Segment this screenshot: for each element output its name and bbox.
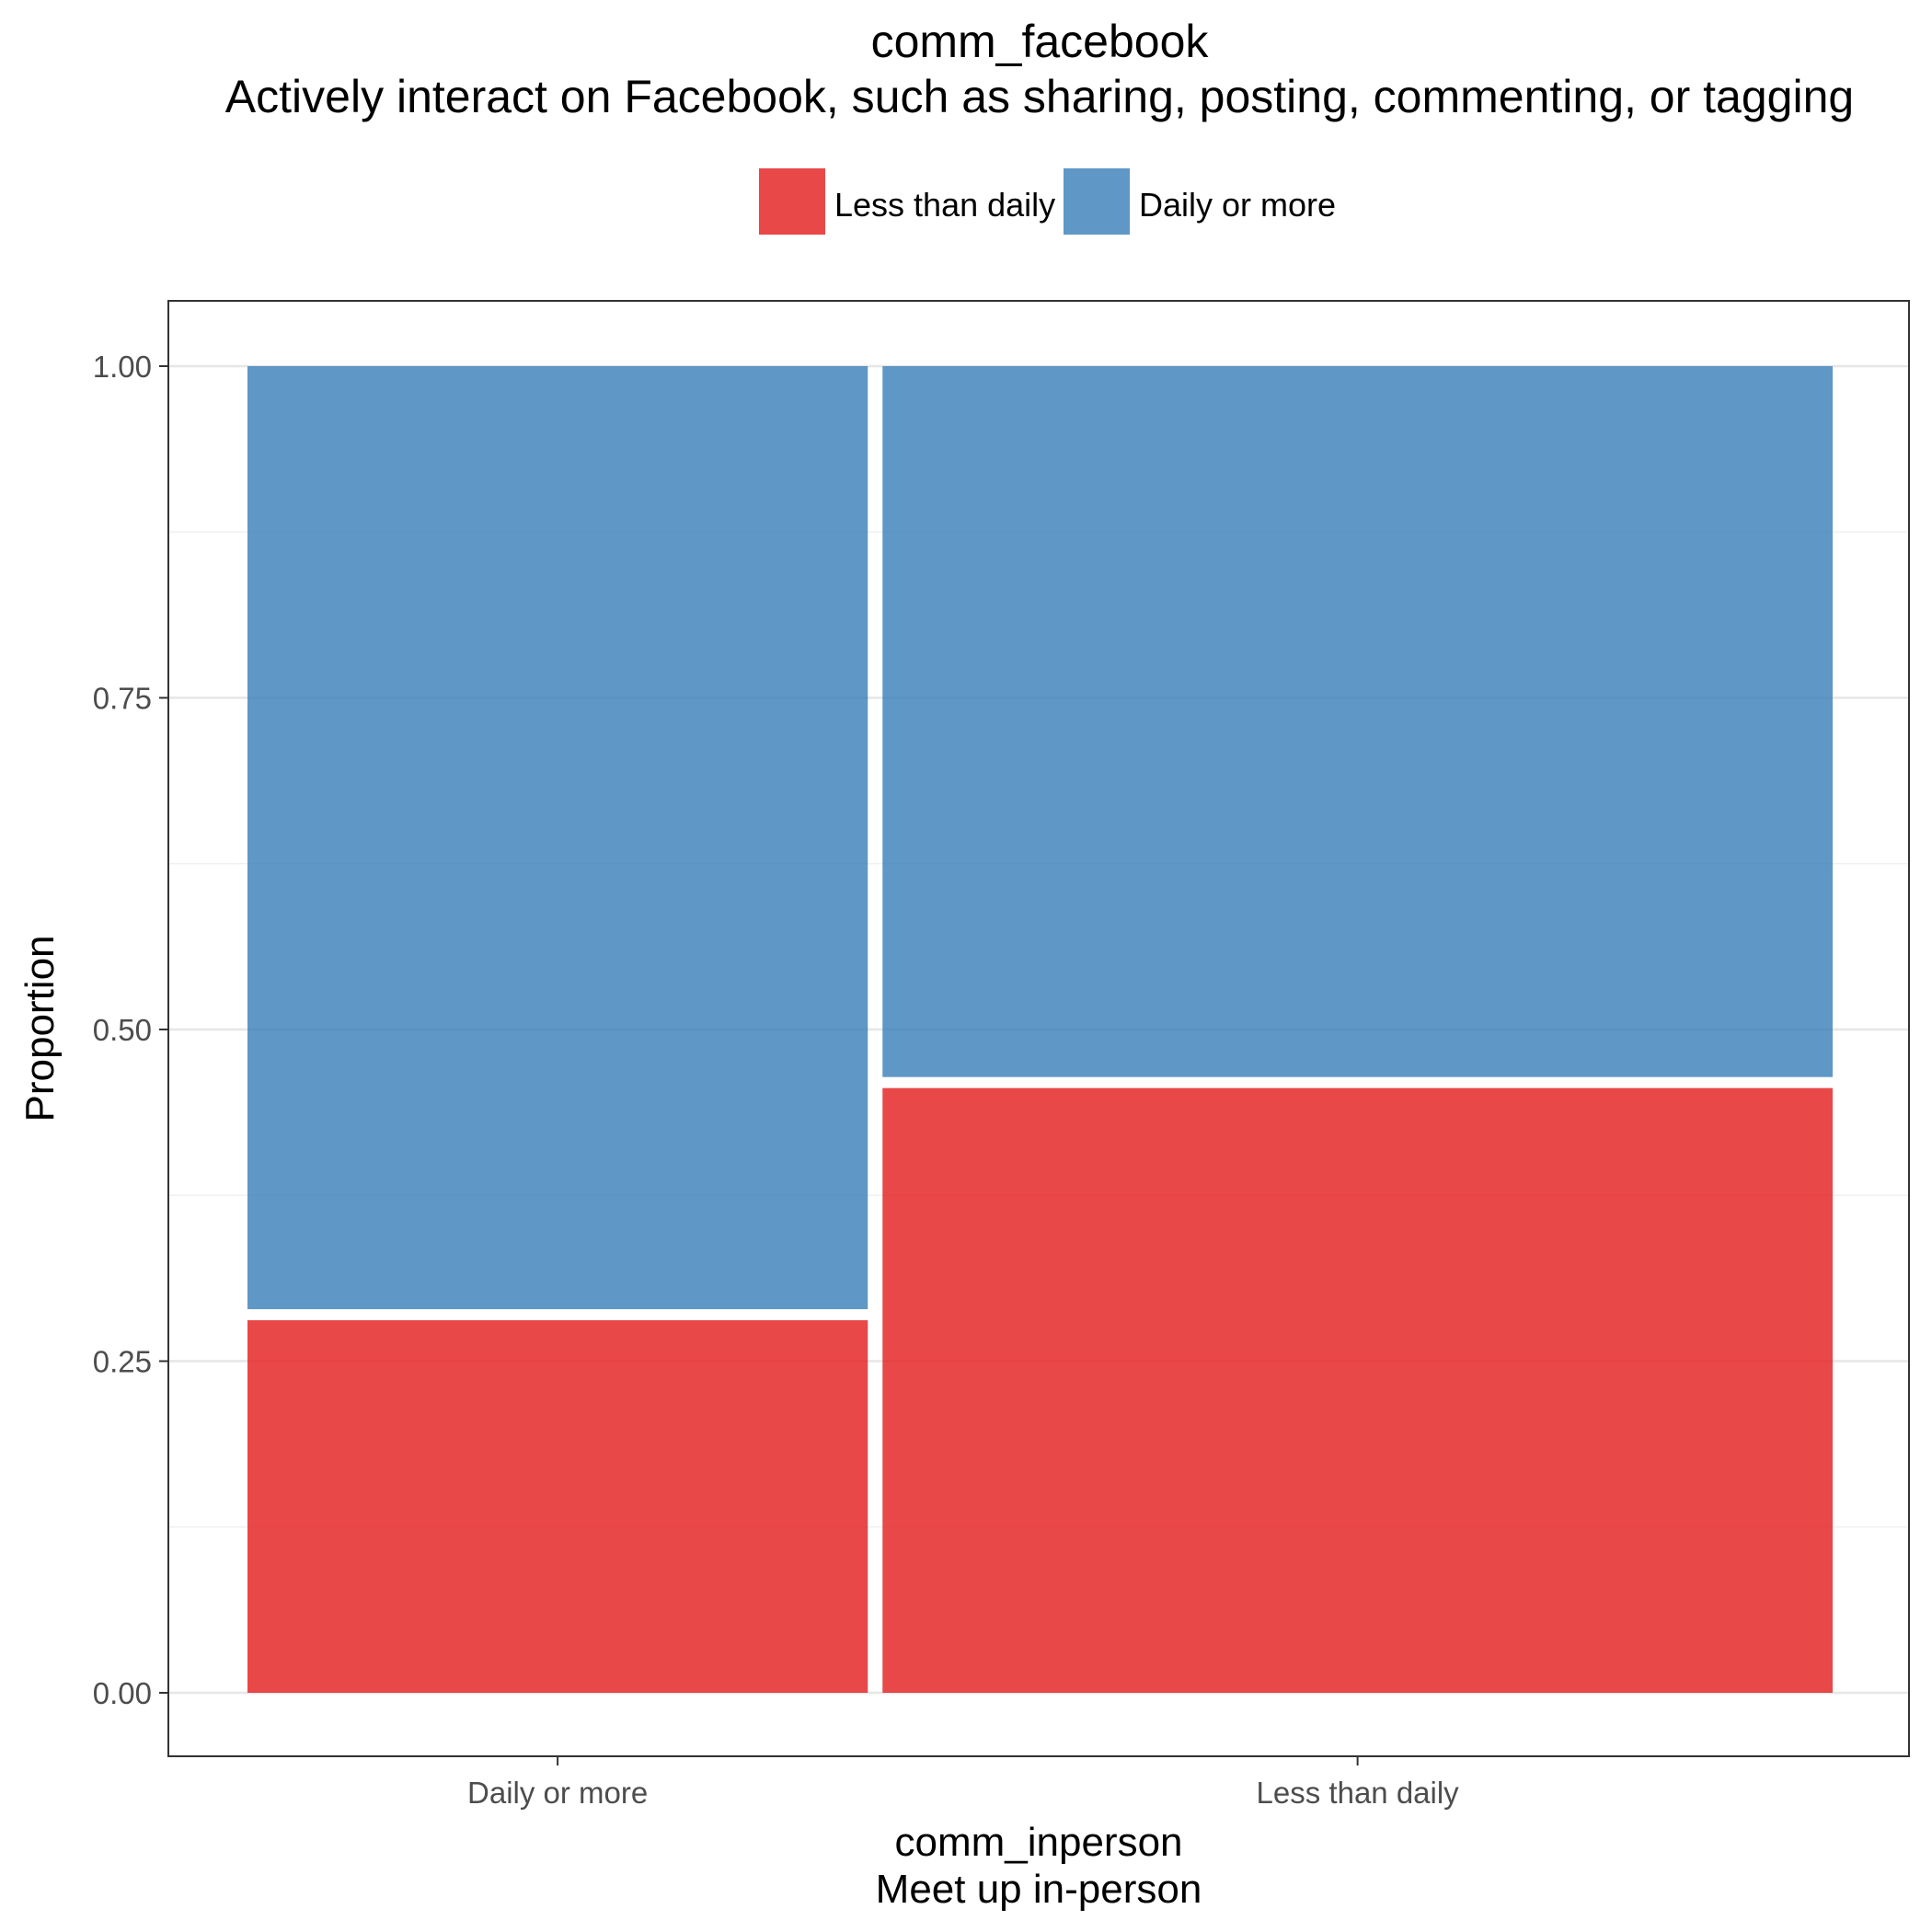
mosaic-tiles xyxy=(247,366,1833,1693)
tile-daily-or-more-less-than-daily xyxy=(247,1320,868,1693)
x-tick-label-daily-or-more: Daily or more xyxy=(467,1776,648,1810)
y-tick-label: 0.75 xyxy=(93,682,152,716)
legend-label-less-than-daily: Less than daily xyxy=(834,186,1055,224)
legend-key-less-than-daily xyxy=(759,168,825,235)
legend-key-daily-or-more xyxy=(1064,168,1130,235)
tile-less-than-daily-daily-or-more xyxy=(882,366,1833,1077)
legend: Less than daily Daily or more xyxy=(759,168,1336,235)
chart-title: comm_facebook xyxy=(871,16,1210,67)
x-axis-subtitle: Meet up in-person xyxy=(876,1867,1202,1912)
y-tick-label: 1.00 xyxy=(93,350,152,384)
tile-daily-or-more-daily-or-more xyxy=(247,366,868,1310)
x-axis: Daily or more Less than daily xyxy=(467,1756,1459,1810)
y-tick-label: 0.00 xyxy=(93,1676,152,1710)
y-axis: 0.00 0.25 0.50 0.75 1.00 xyxy=(93,350,168,1710)
chart-subtitle: Actively interact on Facebook, such as s… xyxy=(225,71,1854,122)
tile-less-than-daily-less-than-daily xyxy=(882,1087,1833,1693)
y-axis-title: Proportion xyxy=(17,935,63,1121)
x-axis-title: comm_inperson xyxy=(894,1820,1182,1865)
x-tick-label-less-than-daily: Less than daily xyxy=(1257,1776,1460,1810)
legend-label-daily-or-more: Daily or more xyxy=(1139,186,1336,224)
y-tick-label: 0.50 xyxy=(93,1013,152,1047)
y-tick-label: 0.25 xyxy=(93,1345,152,1379)
